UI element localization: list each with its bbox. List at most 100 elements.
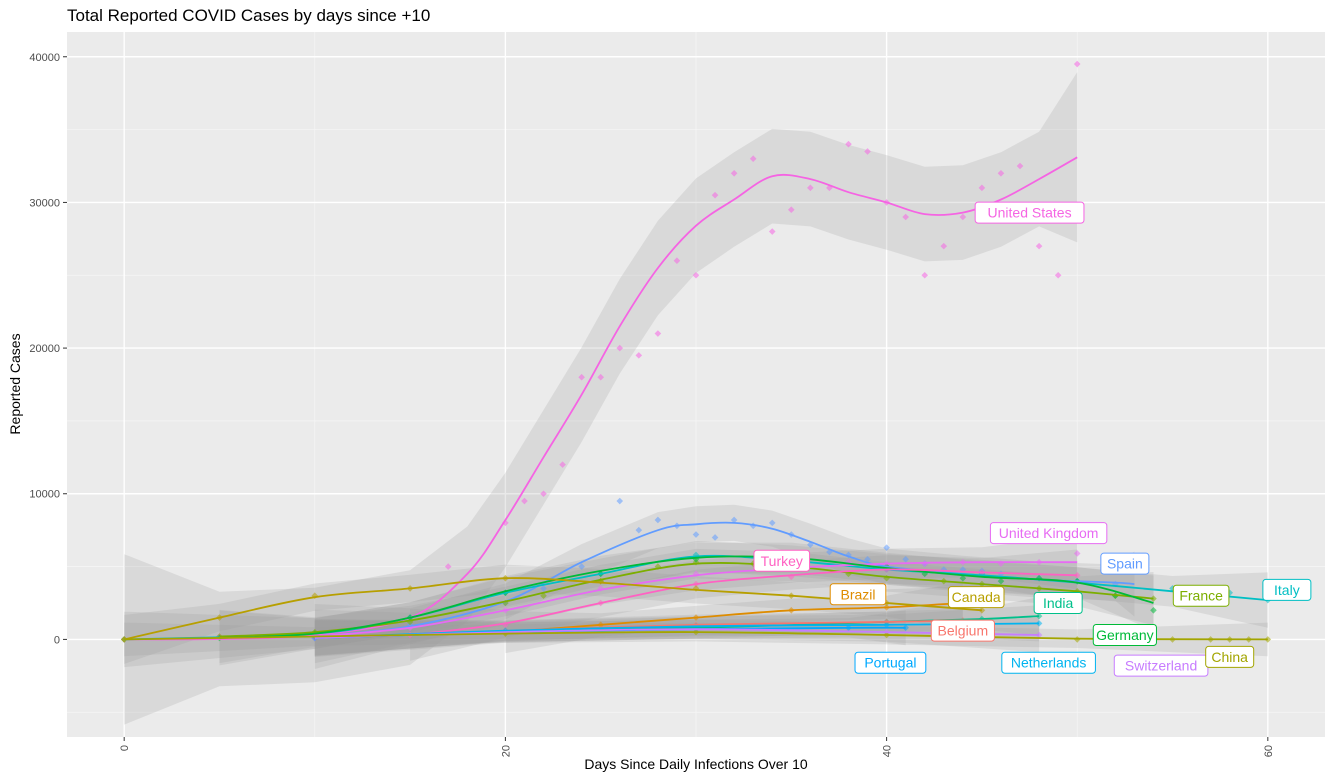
point-united-states xyxy=(730,169,738,177)
point-spain xyxy=(616,497,624,505)
y-tick-label: 40000 xyxy=(29,52,60,64)
label-portugal: Portugal xyxy=(854,651,927,674)
label-box-netherlands xyxy=(1001,651,1096,674)
point-france xyxy=(654,563,662,570)
point-united-states xyxy=(978,184,986,192)
point-united-states xyxy=(1035,242,1043,250)
point-spain xyxy=(883,544,890,551)
label-text-china: China xyxy=(1211,649,1248,665)
point-united-states xyxy=(807,184,814,192)
point-united-states xyxy=(616,344,624,352)
x-axis-title: Days Since Daily Infections Over 10 xyxy=(584,756,808,772)
label-brazil: Brazil xyxy=(829,583,887,606)
label-box-canada xyxy=(947,586,1005,609)
label-text-portugal: Portugal xyxy=(864,655,916,671)
label-text-switzerland: Switzerland xyxy=(1125,658,1197,674)
point-united-states xyxy=(540,490,547,498)
point-spain xyxy=(692,531,700,538)
label-box-china xyxy=(1205,645,1255,668)
label-united-states: United States xyxy=(974,201,1085,224)
point-united-states xyxy=(711,191,719,199)
label-italy: Italy xyxy=(1262,578,1312,601)
band-netherlands xyxy=(314,605,1040,656)
point-united-states xyxy=(559,461,566,468)
point-united-states xyxy=(902,213,909,221)
trend-line-brazil xyxy=(505,602,963,634)
label-text-canada: Canada xyxy=(952,589,1001,605)
point-united-kingdom xyxy=(1073,550,1081,557)
x-tick-label: 20 xyxy=(500,745,512,757)
series-labels: United States Spain Italy France United King… xyxy=(753,201,1312,677)
point-united-states xyxy=(959,213,967,221)
label-box-italy xyxy=(1262,578,1312,601)
label-box-belgium xyxy=(930,619,995,642)
label-turkey: Turkey xyxy=(753,549,811,572)
label-box-france xyxy=(1172,584,1230,607)
point-united-states xyxy=(1016,162,1024,170)
x-tick-label: 60 xyxy=(1263,745,1275,757)
label-text-spain: Spain xyxy=(1107,556,1143,572)
point-spain xyxy=(864,555,871,563)
point-germany xyxy=(1150,606,1157,614)
point-united-states xyxy=(654,330,662,337)
label-text-brazil: Brazil xyxy=(841,586,876,602)
grid xyxy=(67,32,1325,737)
label-box-portugal xyxy=(854,651,927,674)
label-box-brazil xyxy=(829,583,887,606)
point-united-states xyxy=(597,373,604,381)
label-france: France xyxy=(1172,584,1230,607)
x-tick-label: 0 xyxy=(119,745,131,751)
point-spain xyxy=(540,585,547,592)
point-spain xyxy=(902,555,909,563)
trend-line-france xyxy=(219,562,1154,638)
label-box-united-kingdom xyxy=(989,522,1108,545)
point-spain xyxy=(768,519,776,527)
trend-line-germany xyxy=(219,555,1154,639)
label-belgium: Belgium xyxy=(930,619,995,642)
point-united-states xyxy=(635,352,643,359)
label-text-india: India xyxy=(1043,595,1074,611)
trend-lines xyxy=(123,156,1268,641)
point-spain xyxy=(711,534,719,541)
band-united-states xyxy=(124,72,1078,725)
label-united-kingdom: United Kingdom xyxy=(989,522,1108,545)
point-spain xyxy=(807,541,814,549)
band-canada xyxy=(124,564,982,664)
label-text-turkey: Turkey xyxy=(761,553,803,569)
point-united-states xyxy=(578,373,585,381)
y-axis-title: Reported Cases xyxy=(7,333,23,434)
y-tick-label: 0 xyxy=(54,634,60,646)
point-turkey xyxy=(1073,572,1081,579)
label-text-united-states: United States xyxy=(988,205,1072,221)
y-tick-label: 20000 xyxy=(29,343,60,355)
point-united-states xyxy=(692,271,700,279)
point-united-states xyxy=(521,497,528,505)
point-germany xyxy=(959,574,967,582)
point-united-states xyxy=(845,140,852,148)
label-text-netherlands: Netherlands xyxy=(1011,655,1087,671)
label-germany: Germany xyxy=(1092,624,1157,647)
label-text-united-kingdom: United Kingdom xyxy=(999,525,1099,541)
trend-line-turkey xyxy=(409,568,1078,636)
point-united-kingdom xyxy=(692,570,700,578)
point-china xyxy=(1264,636,1272,643)
point-spain xyxy=(654,516,662,524)
point-united-states xyxy=(444,563,452,570)
label-india: India xyxy=(1033,591,1083,614)
label-spain: Spain xyxy=(1100,552,1150,575)
label-box-spain xyxy=(1100,552,1150,575)
label-box-united-states xyxy=(974,201,1085,224)
label-china: China xyxy=(1205,645,1255,668)
point-united-states xyxy=(997,169,1005,177)
label-canada: Canada xyxy=(947,586,1005,609)
point-united-states xyxy=(673,257,681,264)
point-spain xyxy=(578,563,585,570)
point-france xyxy=(540,592,547,600)
label-box-germany xyxy=(1092,624,1157,647)
point-united-states xyxy=(921,271,929,279)
trend-line-united-kingdom xyxy=(314,561,1078,638)
trend-line-china xyxy=(124,631,1268,641)
label-box-turkey xyxy=(753,549,811,572)
label-switzerland: Switzerland xyxy=(1113,654,1209,677)
